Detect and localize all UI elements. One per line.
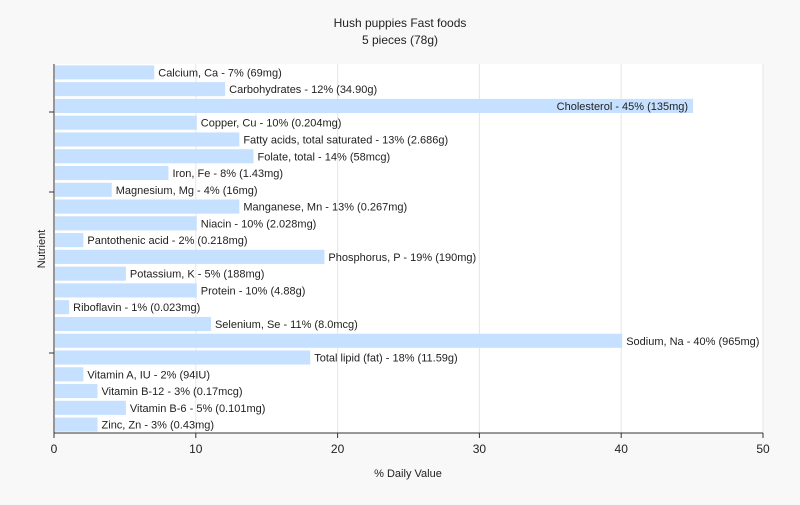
- bar: [55, 249, 325, 264]
- bar: [55, 233, 84, 248]
- chart-title: Hush puppies Fast foods: [334, 16, 467, 30]
- bar-label: Cholesterol - 45% (135mg): [557, 101, 688, 113]
- bar: [55, 165, 169, 181]
- bar-label: Iron, Fe - 8% (1.43mg): [172, 168, 283, 180]
- bar: [55, 400, 126, 415]
- bar: [55, 300, 70, 315]
- bar-label: Fatty acids, total saturated - 13% (2.68…: [243, 134, 448, 146]
- bar: [55, 149, 254, 164]
- bar: [55, 417, 98, 432]
- bar-label: Phosphorus, P - 19% (190mg): [328, 252, 476, 264]
- bar-label: Pantothenic acid - 2% (0.218mg): [87, 235, 247, 247]
- bar-label: Potassium, K - 5% (188mg): [130, 269, 265, 281]
- bar-label: Total lipid (fat) - 18% (11.59g): [314, 353, 457, 365]
- bar: [55, 216, 197, 231]
- bar-label: Folate, total - 14% (58mcg): [258, 151, 391, 163]
- bar: [55, 384, 98, 399]
- bar: [55, 283, 197, 298]
- x-tick-label: 0: [51, 442, 58, 456]
- bar-label: Magnesium, Mg - 4% (16mg): [116, 185, 258, 197]
- bar-label: Selenium, Se - 11% (8.0mcg): [215, 319, 358, 331]
- bar: [55, 316, 211, 332]
- bar-label: Calcium, Ca - 7% (69mg): [158, 67, 281, 79]
- bar: [55, 182, 112, 197]
- bar-label: Manganese, Mn - 13% (0.267mg): [243, 202, 407, 214]
- bar: [55, 199, 240, 214]
- bar-labels: Calcium, Ca - 7% (69mg) Carbohydrates - 1…: [73, 67, 759, 431]
- bar-label: Vitamin A, IU - 2% (94IU): [87, 369, 210, 381]
- chart-subtitle: 5 pieces (78g): [362, 33, 438, 47]
- bar: [55, 333, 623, 348]
- x-tick-label: 50: [756, 442, 770, 456]
- bar-label: Zinc, Zn - 3% (0.43mg): [102, 420, 214, 432]
- x-tick-label: 40: [615, 442, 629, 456]
- bar-label: Copper, Cu - 10% (0.204mg): [201, 118, 342, 130]
- bar-label: Niacin - 10% (2.028mg): [201, 218, 317, 230]
- bar: [55, 350, 311, 365]
- bar-label: Sodium, Na - 40% (965mg): [626, 336, 759, 348]
- x-tick-label: 30: [473, 442, 487, 456]
- bar-label: Vitamin B-6 - 5% (0.101mg): [130, 403, 266, 415]
- axes: 0 10 20 30 40 50: [49, 64, 770, 456]
- bar: [55, 98, 694, 113]
- x-tick-label: 10: [189, 442, 203, 456]
- bar-label: Riboflavin - 1% (0.023mg): [73, 302, 200, 314]
- bar-label: Carbohydrates - 12% (34.90g): [229, 84, 377, 96]
- x-tick-label: 20: [331, 442, 345, 456]
- bar-label: Protein - 10% (4.88g): [201, 285, 306, 297]
- x-axis-label: % Daily Value: [374, 468, 442, 480]
- bar: [55, 65, 155, 80]
- bar: [55, 82, 226, 97]
- bar: [55, 132, 240, 147]
- bar: [55, 367, 84, 382]
- bars: [55, 65, 694, 432]
- bar: [55, 266, 126, 281]
- bar: [55, 115, 197, 130]
- y-axis-label: Nutrient: [36, 230, 48, 269]
- bar-label: Vitamin B-12 - 3% (0.17mcg): [102, 386, 243, 398]
